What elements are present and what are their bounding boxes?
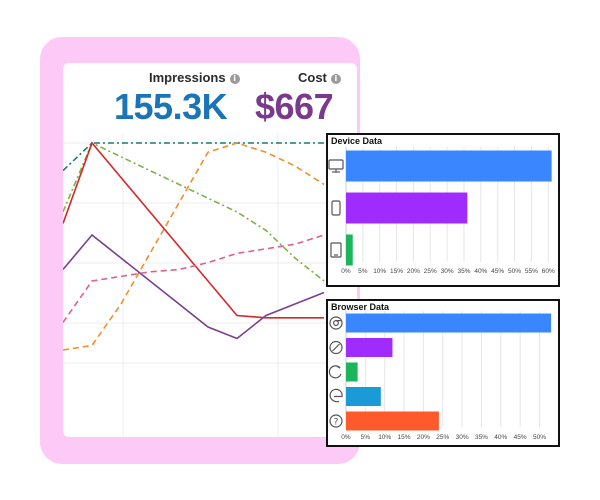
- device-bar-chart: 0% 5% 10% 15% 20% 25% 30% 35% 40% 45% 50% 55% 60%: [328, 147, 555, 275]
- desktop-icon: [328, 159, 344, 173]
- impressions-label: Impressions i: [149, 70, 240, 85]
- series-line-2: [63, 142, 325, 351]
- browser-bar-chart: 0% 5% 10% 15% 20% 25% 30% 35% 40% 45% 50%?: [328, 311, 552, 441]
- series-line-4: [63, 233, 325, 340]
- tick-label: 20%: [407, 268, 420, 275]
- unknown-browser-icon: ?: [329, 414, 343, 428]
- series-line-1: [63, 141, 325, 282]
- browser-bar-other: [346, 411, 439, 431]
- firefox-icon: [328, 365, 342, 379]
- browser-data-panel: Browser Data 0% 5% 10% 15% 20% 25% 30% 35% 40% 45…: [326, 299, 560, 447]
- chrome-icon: [329, 316, 343, 330]
- browser-data-title: Browser Data: [331, 302, 390, 312]
- device-bar-mobile: [346, 192, 468, 224]
- series-line-0: [63, 142, 324, 172]
- browser-bar-safari: [346, 338, 393, 357]
- device-data-panel: Device Data 0% 5% 10% 15% 20% 25% 30% 35% 40% 45%…: [326, 133, 560, 287]
- tick-label: 0%: [341, 268, 351, 275]
- tick-label: 60%: [542, 268, 555, 275]
- cost-value: $667: [255, 86, 334, 127]
- impressions-value: 155.3K: [114, 86, 228, 127]
- series-line-3: [63, 141, 324, 319]
- tick-label: 15%: [398, 434, 411, 441]
- tick-label: 40%: [474, 268, 487, 275]
- performance-line-chart: [63, 133, 357, 437]
- svg-text:?: ?: [334, 418, 339, 428]
- impressions-label-text: Impressions: [149, 70, 226, 85]
- tick-label: 25%: [436, 434, 449, 441]
- tick-label: 25%: [424, 268, 437, 275]
- tick-label: 50%: [508, 268, 521, 275]
- tick-label: 35%: [475, 434, 488, 441]
- tick-label: 45%: [491, 268, 504, 275]
- tick-label: 35%: [457, 268, 470, 275]
- tick-label: 5%: [361, 434, 371, 441]
- device-bar-tablet: [346, 234, 353, 266]
- tick-label: 10%: [373, 268, 386, 275]
- tick-label: 40%: [494, 434, 507, 441]
- device-data-title: Device Data: [331, 136, 383, 146]
- edge-icon: [329, 388, 343, 403]
- tick-label: 20%: [417, 434, 430, 441]
- safari-icon: [329, 340, 343, 355]
- cost-label: Cost i: [298, 70, 341, 85]
- series-line-5: [63, 234, 325, 323]
- tick-label: 5%: [358, 268, 368, 275]
- info-icon[interactable]: i: [330, 73, 341, 84]
- tick-label: 30%: [441, 268, 454, 275]
- mobile-icon: [331, 200, 341, 216]
- browser-bar-edge: [346, 387, 381, 406]
- device-bar-desktop: [346, 150, 552, 182]
- tick-label: 10%: [378, 434, 391, 441]
- cost-label-text: Cost: [298, 70, 327, 85]
- browser-bar-chrome: [346, 313, 552, 333]
- tick-label: 0%: [341, 434, 351, 441]
- tablet-icon: [330, 242, 342, 258]
- tick-label: 55%: [525, 268, 538, 275]
- tick-label: 15%: [390, 268, 403, 275]
- tick-label: 45%: [514, 434, 527, 441]
- tick-label: 50%: [533, 434, 546, 441]
- tick-label: 30%: [456, 434, 469, 441]
- browser-bar-firefox: [346, 362, 358, 382]
- info-icon[interactable]: i: [229, 73, 240, 84]
